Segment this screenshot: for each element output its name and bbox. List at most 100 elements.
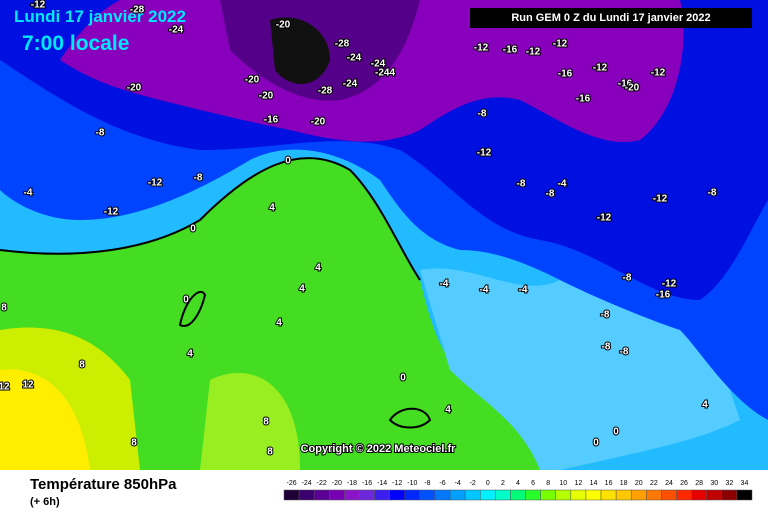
contour-label: -12	[662, 279, 677, 290]
contour-label: 0	[593, 438, 599, 449]
contour-label: -12	[148, 178, 163, 189]
scale-swatch	[510, 489, 526, 501]
contour-label: -28	[130, 5, 145, 16]
scale-label: -20	[332, 480, 342, 487]
contour-label: -12	[653, 194, 668, 205]
contour-label: -8	[194, 173, 203, 184]
scale-label: 12	[574, 480, 582, 487]
footer-title: Température 850hPa	[30, 476, 177, 493]
contour-label: -12	[597, 213, 612, 224]
map-time: 7:00 locale	[22, 32, 129, 55]
contour-label: -16	[576, 94, 591, 105]
warm-region	[0, 369, 90, 470]
contour-label: -12	[553, 39, 568, 50]
scale-swatch	[374, 489, 390, 501]
contour-label: -8	[517, 179, 526, 190]
footer-step: (+ 6h)	[30, 496, 60, 508]
scale-label: 20	[635, 480, 643, 487]
contour-labels: -12 -28-24 -20-28-24-24-244-20-28-20-24-16…	[0, 0, 718, 459]
scale-swatch	[615, 489, 632, 501]
contour-label: -4	[24, 188, 33, 199]
scale-swatch	[570, 489, 587, 501]
contour-label: -16	[618, 79, 633, 90]
contour-label: -8	[602, 342, 611, 353]
isotherm-zero	[0, 157, 421, 281]
contour-label: -20	[259, 91, 274, 102]
scale-label: 24	[665, 480, 673, 487]
scale-label: -6	[439, 480, 445, 487]
contour-label: -8	[708, 188, 717, 199]
scale-swatch	[525, 489, 541, 501]
contour-label: -20	[311, 117, 326, 128]
scale-swatch	[721, 489, 738, 501]
scale-swatch	[676, 489, 692, 501]
contour-label: 4	[702, 400, 708, 411]
contour-label: -12	[526, 47, 541, 58]
contour-label: -4	[440, 279, 449, 290]
scale-swatch	[434, 489, 451, 501]
contour-label: 4	[445, 405, 451, 416]
scale-label: 28	[695, 480, 703, 487]
scale-swatch	[646, 489, 662, 501]
contour-label: -24	[347, 53, 362, 64]
scale-label: 16	[605, 480, 613, 487]
scale-swatch	[630, 489, 647, 501]
scale-swatch	[298, 489, 315, 501]
contour-label: -8	[546, 189, 555, 200]
scale-swatch	[706, 489, 723, 501]
contour-label: -20	[276, 20, 291, 31]
contour-label: 0	[613, 427, 619, 438]
scale-label: -22	[317, 480, 327, 487]
copyright: Copyright © 2022 Meteociel.fr	[301, 443, 457, 455]
map-date: Lundi 17 janvier 2022	[14, 7, 186, 26]
warm-region	[200, 372, 300, 470]
scale-swatch	[495, 489, 511, 501]
scale-label: 10	[559, 480, 567, 487]
run-info: Run GEM 0 Z du Lundi 17 janvier 2022	[511, 12, 710, 24]
scale-swatch	[344, 489, 360, 501]
contour-label: -16	[656, 290, 671, 301]
run-box	[470, 8, 752, 28]
contour-label: -8	[623, 273, 632, 284]
contour-label: -16	[558, 69, 573, 80]
contour-label: -12	[104, 207, 119, 218]
contour-label: 0	[400, 373, 406, 384]
contour-label: 4	[269, 203, 275, 214]
scale-swatch	[419, 489, 436, 501]
contour-label: -24	[343, 79, 358, 90]
contour-label: -8	[478, 109, 487, 120]
scale-label: 32	[725, 480, 733, 487]
contour-label: -16	[503, 45, 518, 56]
scale-label: 2	[501, 480, 505, 487]
contour-label: -20	[625, 83, 640, 94]
contour-label: -24	[169, 25, 184, 36]
scale-swatch	[480, 489, 496, 501]
scale-label: 26	[680, 480, 688, 487]
scale-label: -18	[347, 480, 357, 487]
scale-label: -26	[286, 480, 296, 487]
contour-label: -244	[375, 68, 395, 79]
contour-label: 4	[299, 284, 305, 295]
contour-label: -8	[96, 128, 105, 139]
contour-label: 4	[187, 349, 193, 360]
contour-label: -4	[480, 285, 489, 296]
scale-swatch	[555, 489, 572, 501]
scale-label: -24	[302, 480, 312, 487]
scale-swatch	[329, 489, 345, 501]
scale-swatch	[691, 489, 707, 501]
scale-swatch	[585, 489, 602, 501]
isotherm	[178, 290, 432, 429]
scale-swatch	[313, 489, 330, 501]
scale-label: -2	[470, 480, 476, 487]
scale-swatch	[736, 489, 753, 501]
scale-swatch	[449, 489, 466, 501]
scale-swatch	[359, 489, 375, 501]
scale-label: -12	[392, 480, 402, 487]
contour-label: 8	[267, 447, 273, 458]
contour-label: -20	[245, 75, 260, 86]
contour-label: -12	[651, 68, 666, 79]
scale-swatch	[540, 489, 556, 501]
contour-label: 0	[190, 224, 196, 235]
scale-swatch	[404, 489, 421, 501]
